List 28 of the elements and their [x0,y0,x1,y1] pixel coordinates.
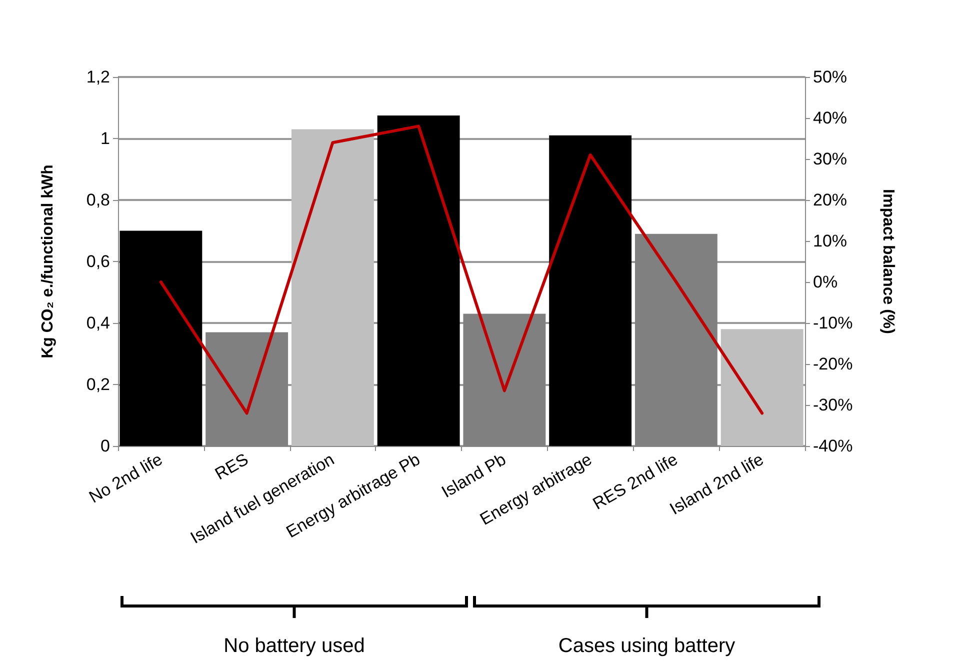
y2-tick-label: 20% [813,190,848,210]
y2-tick-label: -20% [813,354,853,374]
line-series [159,124,764,415]
bar [549,135,632,446]
y-tick-label: 0,8 [86,190,110,210]
x-tick-label: RES [212,450,252,484]
y2-tick-label: -30% [813,396,853,414]
y2-tick-label: -10% [813,314,853,332]
y2-tick-label: 40% [813,108,848,128]
bar [377,115,460,446]
y-tick-label: 1,2 [86,68,110,86]
y2-tick-label: 10% [813,232,848,250]
bar [120,230,202,446]
y2-tick-label: -40% [813,436,853,456]
y2-axis-title: Impact balance (%) [880,189,896,334]
y2-tick-label: 50% [813,68,848,86]
y2-tick-label: 0% [813,272,838,292]
y-axis-title: Kg CO₂ e./functional kWh [40,164,56,358]
bar [720,329,804,446]
y2-tick-label: 30% [813,150,848,168]
y-tick-label: 0,6 [86,252,110,271]
y-tick-label: 0,2 [86,375,110,394]
bar [291,129,374,446]
text: Cases using battery [558,635,736,657]
text: No battery used [224,635,365,657]
y-tick-label: 0 [100,436,110,456]
y-tick-label: 0,4 [86,314,110,332]
y-tick-label: 1 [100,129,110,148]
